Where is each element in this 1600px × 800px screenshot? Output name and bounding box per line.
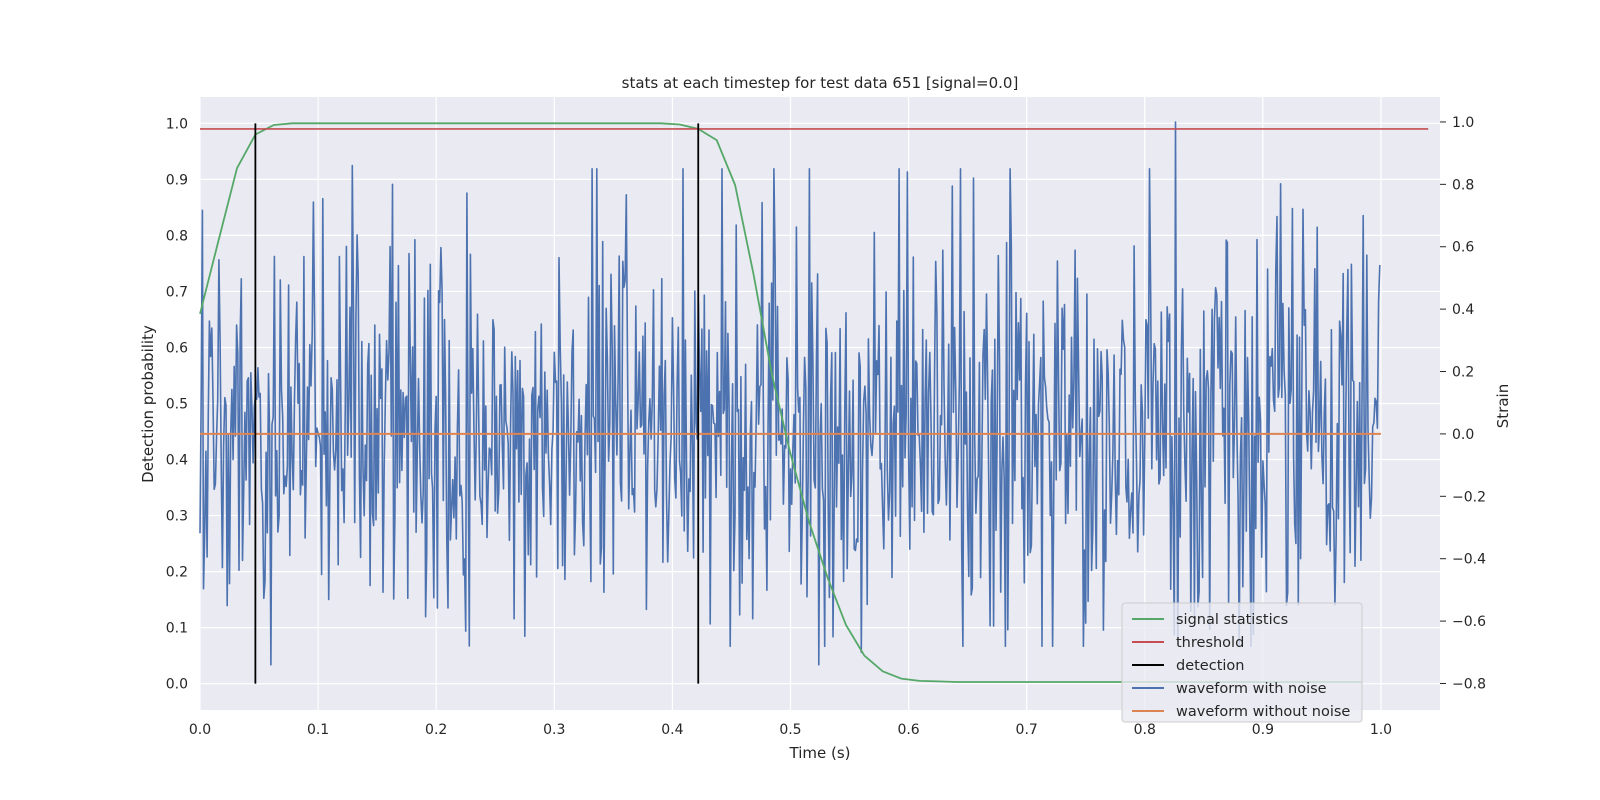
left-axis-ticks: 0.0 0.1 0.2 0.3 0.4 0.5 0.6 0.7 0.8 0.9 1.0 xyxy=(166,116,188,692)
left-axis-label: Detection probability xyxy=(139,325,157,483)
x-tick-label: 0.5 xyxy=(779,722,801,738)
legend-label: waveform with noise xyxy=(1176,681,1327,697)
right-tick-label: 1.0 xyxy=(1452,115,1474,131)
left-tick-label: 0.3 xyxy=(166,509,188,525)
x-tick-label: 1.0 xyxy=(1370,722,1392,738)
legend-label: signal statistics xyxy=(1176,612,1288,628)
x-tick-label: 0.9 xyxy=(1252,722,1274,738)
right-tick-label: 0.2 xyxy=(1452,365,1474,381)
legend-label: detection xyxy=(1176,658,1244,674)
series-layer xyxy=(199,121,1429,684)
right-axis-ticks: −0.8 −0.6 −0.4 −0.2 0.0 0.2 0.4 0.6 0.8 1.0 xyxy=(1440,115,1486,692)
left-tick-label: 0.5 xyxy=(166,397,188,413)
legend-box xyxy=(1121,602,1363,723)
x-tick-label: 0.4 xyxy=(661,722,683,738)
right-tick-label: 0.0 xyxy=(1452,427,1474,443)
right-tick-label: −0.8 xyxy=(1452,676,1486,692)
x-axis-ticks: 0.0 0.1 0.2 0.3 0.4 0.5 0.6 0.7 0.8 0.9 1.0 xyxy=(189,722,1392,738)
chart-title: stats at each timestep for test data 651… xyxy=(622,74,1019,92)
left-tick-label: 0.0 xyxy=(166,677,188,693)
x-tick-label: 0.3 xyxy=(543,722,565,738)
x-tick-label: 0.1 xyxy=(307,722,329,738)
left-tick-label: 1.0 xyxy=(166,116,188,132)
legend: signal statistics threshold detection wavef… xyxy=(1121,602,1363,723)
x-axis-label: Time (s) xyxy=(789,744,851,762)
right-tick-label: 0.4 xyxy=(1452,302,1474,318)
right-tick-label: −0.6 xyxy=(1452,614,1486,630)
legend-label: waveform without noise xyxy=(1176,704,1350,720)
left-tick-label: 0.6 xyxy=(166,340,188,356)
right-tick-label: −0.4 xyxy=(1452,552,1486,568)
left-tick-label: 0.2 xyxy=(166,565,188,581)
left-tick-label: 0.7 xyxy=(166,284,188,300)
x-tick-label: 0.6 xyxy=(897,722,919,738)
series-waveform-with-noise xyxy=(199,121,1381,666)
x-tick-label: 0.2 xyxy=(425,722,447,738)
x-tick-label: 0.7 xyxy=(1016,722,1038,738)
right-tick-label: −0.2 xyxy=(1452,489,1486,505)
x-tick-label: 0.0 xyxy=(189,722,211,738)
series-signal-statistics xyxy=(199,122,1363,683)
x-tick-label: 0.8 xyxy=(1134,722,1156,738)
right-tick-label: 0.6 xyxy=(1452,240,1474,256)
right-axis-label: Strain xyxy=(1494,384,1512,428)
legend-label: threshold xyxy=(1176,635,1244,651)
left-tick-label: 0.4 xyxy=(166,453,188,469)
left-tick-label: 0.1 xyxy=(166,621,188,637)
left-tick-label: 0.9 xyxy=(166,172,188,188)
right-tick-label: 0.8 xyxy=(1452,177,1474,193)
left-tick-label: 0.8 xyxy=(166,228,188,244)
